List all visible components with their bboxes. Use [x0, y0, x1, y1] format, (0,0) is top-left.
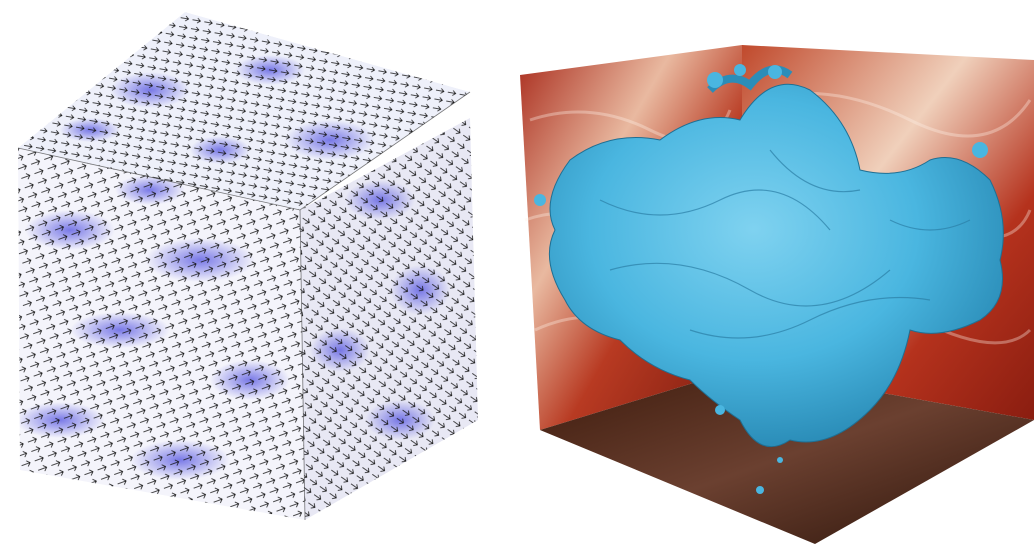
velocity-field-cube-svg — [17, 12, 478, 521]
isosurface-box-svg — [520, 45, 1034, 544]
cube-front-face — [18, 148, 305, 520]
floor-slice — [540, 368, 1034, 544]
isosurface-box-panel — [510, 0, 1034, 544]
isosurface — [534, 64, 1004, 494]
velocity-field-cube-panel — [0, 0, 500, 544]
